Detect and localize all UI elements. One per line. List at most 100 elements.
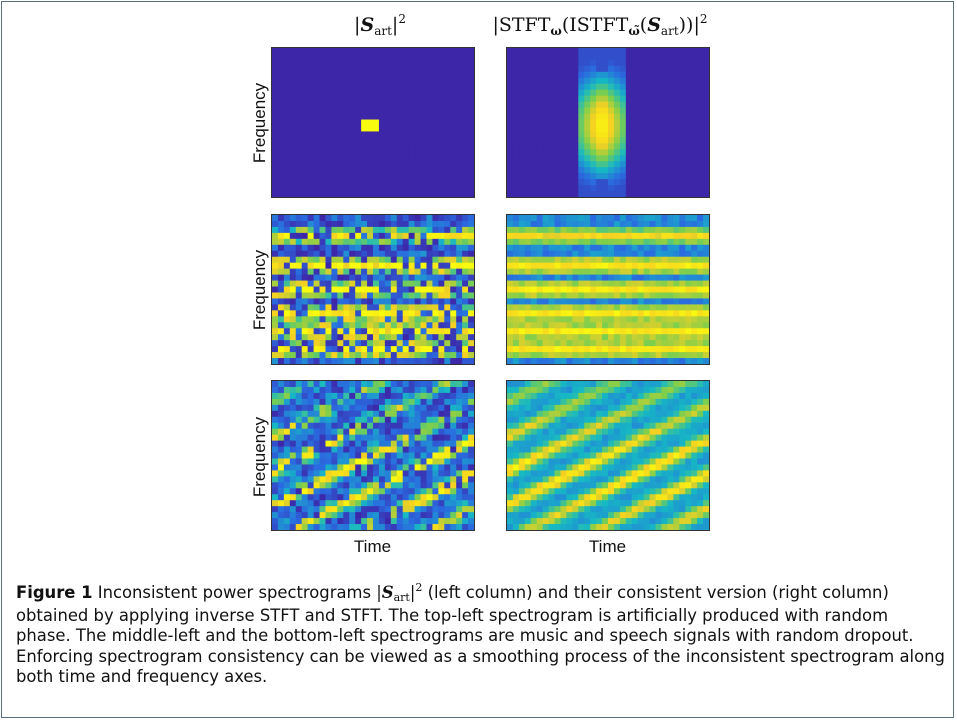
spectrogram-cell xyxy=(548,476,556,483)
spectrogram-cell xyxy=(649,179,657,186)
spectrogram-cell xyxy=(518,53,526,61)
spectrogram-cell xyxy=(512,410,520,418)
spectrogram-cell xyxy=(337,328,344,335)
spectrogram-cell xyxy=(390,310,398,317)
spectrogram-cell xyxy=(542,274,550,282)
spectrogram-cell xyxy=(414,410,422,418)
spectrogram-cell xyxy=(331,101,338,109)
spectrogram-cell xyxy=(613,422,621,430)
spectrogram-cell xyxy=(655,143,663,150)
spectrogram-cell xyxy=(408,119,416,127)
spectrogram-cell xyxy=(578,185,585,192)
spectrogram-cell xyxy=(468,155,474,162)
spectrogram-cell xyxy=(396,316,404,323)
spectrogram-cell xyxy=(679,220,686,228)
spectrogram-cell xyxy=(272,59,279,67)
spectrogram-cell xyxy=(420,53,428,61)
spectrogram-cell xyxy=(277,428,285,436)
spectrogram-cell xyxy=(396,381,404,388)
spectrogram-cell xyxy=(396,167,404,174)
spectrogram-cell xyxy=(548,77,556,85)
spectrogram-cell xyxy=(468,298,474,305)
spectrogram-cell xyxy=(691,268,698,276)
spectrogram-cell xyxy=(613,244,621,252)
spectrogram-cell xyxy=(343,137,350,144)
spectrogram-cell xyxy=(272,381,279,388)
spectrogram-cell xyxy=(378,191,386,197)
spectrogram-cell xyxy=(343,304,350,311)
spectrogram-cell xyxy=(272,494,279,501)
spectrogram-cell xyxy=(643,95,651,103)
spectrogram-cell xyxy=(426,220,434,228)
spectrogram-cell xyxy=(307,488,315,495)
spectrogram-cell xyxy=(524,155,532,162)
spectrogram-cell xyxy=(462,352,469,359)
spectrogram-cell xyxy=(697,458,704,466)
spectrogram-cell xyxy=(378,125,386,133)
spectrogram-cell xyxy=(643,48,651,55)
spectrogram-cell xyxy=(378,101,386,109)
spectrogram-cell xyxy=(655,65,663,73)
spectrogram-cell xyxy=(590,346,597,353)
spectrogram-cell xyxy=(584,119,591,127)
spectrogram-cell xyxy=(578,191,585,197)
spectrogram-cell xyxy=(343,488,350,495)
spectrogram-cell xyxy=(384,179,392,186)
spectrogram-cell xyxy=(390,149,398,156)
spectrogram-cell xyxy=(390,464,398,471)
spectrogram-cell xyxy=(438,256,445,264)
spectrogram-cell xyxy=(679,458,686,466)
spectrogram-cell xyxy=(679,83,686,91)
spectrogram-cell xyxy=(396,398,404,406)
spectrogram-cell xyxy=(295,340,303,347)
spectrogram-cell xyxy=(512,268,520,276)
spectrogram-cell xyxy=(512,262,520,270)
spectrogram-cell xyxy=(450,155,457,162)
spectrogram-cell xyxy=(608,340,615,347)
spectrogram-cell xyxy=(566,488,573,495)
spectrogram-cell xyxy=(584,59,591,67)
spectrogram-cell xyxy=(462,310,469,317)
spectrogram-cell xyxy=(691,71,698,79)
spectrogram-cell xyxy=(289,95,297,103)
spectrogram-cell xyxy=(625,392,633,400)
spectrogram-cell xyxy=(468,322,474,329)
spectrogram-cell xyxy=(325,386,333,394)
spectrogram-cell xyxy=(367,292,374,300)
spectrogram-cell xyxy=(643,215,651,222)
spectrogram-cell xyxy=(426,107,434,115)
spectrogram-cell xyxy=(426,506,434,513)
spectrogram-cell xyxy=(337,470,344,477)
spectrogram-cell xyxy=(384,518,392,525)
spectrogram-cell xyxy=(438,179,445,186)
spectrogram-cell xyxy=(578,137,585,144)
spectrogram-cell xyxy=(697,77,704,85)
spectrogram-cell xyxy=(384,167,392,174)
spectrogram-cell xyxy=(655,48,663,55)
spectrogram-cell xyxy=(373,304,380,311)
spectrogram-cell xyxy=(355,161,362,168)
spectrogram-cell xyxy=(661,220,669,228)
spectrogram-cell xyxy=(512,304,520,311)
spectrogram-cell xyxy=(349,125,356,133)
spectrogram-cell xyxy=(313,310,321,317)
spectrogram-cell xyxy=(307,113,315,121)
spectrogram-cell xyxy=(530,53,538,61)
spectrogram-cell xyxy=(560,220,568,228)
spectrogram-cell xyxy=(414,89,422,97)
spectrogram-cell xyxy=(337,95,344,103)
spectrogram-cell xyxy=(673,298,680,305)
spectrogram-cell xyxy=(643,404,651,412)
spectrogram-cell xyxy=(655,292,663,300)
spectrogram-cell xyxy=(518,65,526,73)
spectrogram-cell xyxy=(343,107,350,115)
spectrogram-cell xyxy=(655,452,663,460)
spectrogram-cell xyxy=(655,161,663,168)
spectrogram-cell xyxy=(331,358,338,364)
spectrogram-cell xyxy=(313,262,321,270)
spectrogram-cell xyxy=(673,488,680,495)
spectrogram-cell xyxy=(319,155,327,162)
spectrogram-cell xyxy=(661,268,669,276)
spectrogram-cell xyxy=(625,95,633,103)
spectrogram-cell xyxy=(643,434,651,442)
